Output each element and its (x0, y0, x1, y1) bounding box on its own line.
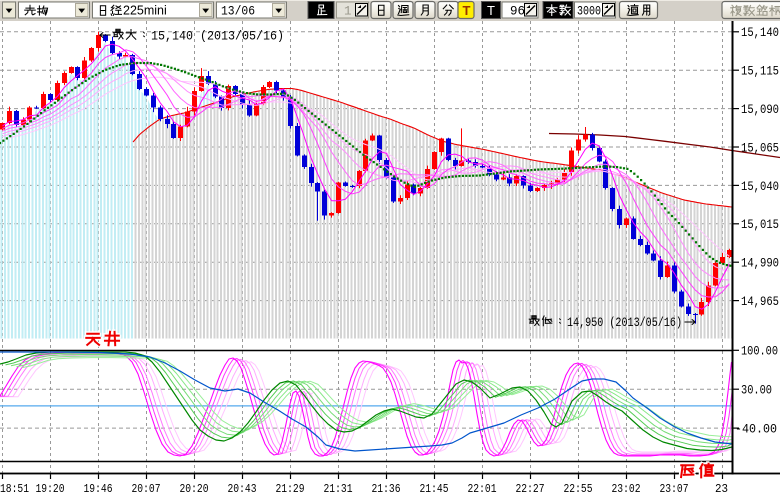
svg-text:30.00: 30.00 (741, 384, 772, 398)
svg-text:15,090: 15,090 (741, 102, 779, 117)
svg-text:15,040: 15,040 (741, 179, 779, 194)
svg-text:14,990: 14,990 (741, 256, 779, 271)
svg-text:19:20: 19:20 (36, 482, 65, 496)
svg-text:20:43: 20:43 (228, 482, 257, 496)
svg-text:-40.00: -40.00 (735, 423, 777, 437)
svg-text:18:51: 18:51 (0, 482, 29, 496)
svg-text:21:36: 21:36 (372, 482, 401, 496)
svg-text:21:31: 21:31 (324, 482, 353, 496)
svg-text:T: T (487, 3, 495, 18)
svg-text:96: 96 (510, 5, 525, 19)
svg-text:13/06: 13/06 (221, 5, 255, 19)
svg-text:1: 1 (344, 5, 352, 19)
svg-text:100.00: 100.00 (741, 345, 778, 359)
svg-text:T: T (463, 3, 471, 18)
svg-text:19:46: 19:46 (84, 482, 113, 496)
svg-text:15,015: 15,015 (741, 217, 779, 232)
svg-text:3000: 3000 (577, 5, 601, 19)
svg-text:21:45: 21:45 (420, 482, 449, 496)
svg-text:22:01: 22:01 (468, 482, 497, 496)
svg-text:23:07: 23:07 (660, 482, 689, 496)
svg-text:14,950 (2013/05/16): 14,950 (2013/05/16) (567, 316, 682, 330)
svg-text:22:55: 22:55 (564, 482, 593, 496)
svg-text:20:07: 20:07 (132, 482, 161, 496)
svg-text:23:02: 23:02 (612, 482, 641, 496)
svg-text:15,140: 15,140 (741, 25, 779, 40)
svg-text:21:29: 21:29 (276, 482, 305, 496)
svg-text:20:20: 20:20 (180, 482, 209, 496)
svg-text:15,065: 15,065 (741, 140, 779, 155)
svg-text:15,140 (2013/05/16): 15,140 (2013/05/16) (151, 30, 284, 44)
svg-text:23: 23 (715, 482, 728, 496)
svg-text:15,115: 15,115 (741, 64, 779, 79)
svg-text:225mini: 225mini (123, 4, 167, 18)
svg-text:22:27: 22:27 (516, 482, 545, 496)
svg-text:14,965: 14,965 (741, 294, 779, 309)
